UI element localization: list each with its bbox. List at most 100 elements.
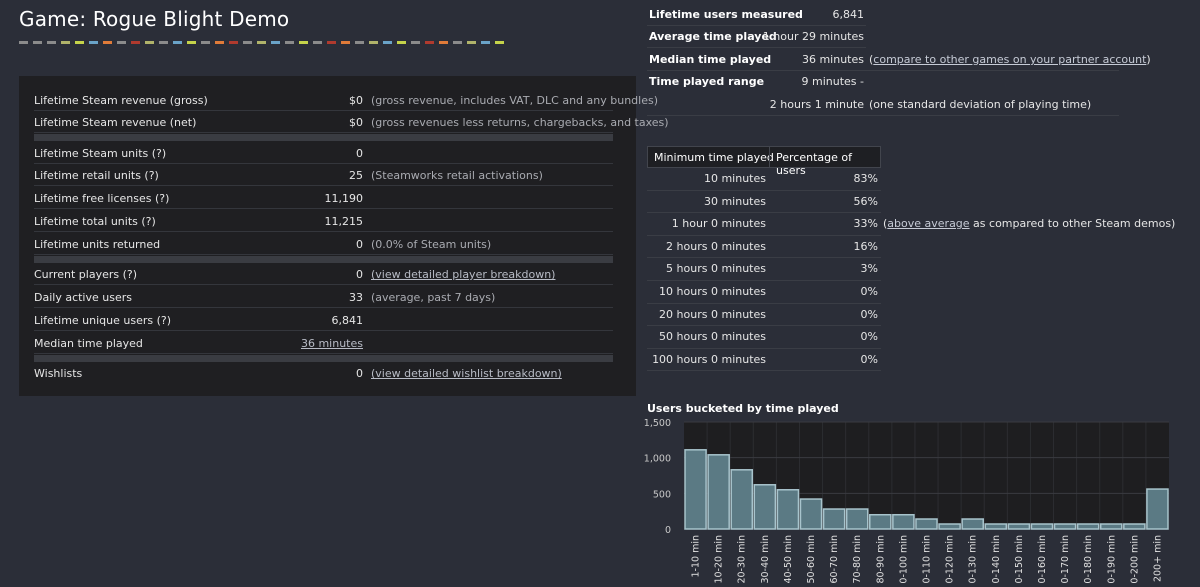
accent-swatch [103,41,112,44]
wishlist-breakdown-link[interactable]: (view detailed wishlist breakdown) [371,367,562,380]
stat-label[interactable]: Lifetime free licenses (?) [34,192,170,205]
summary-value: 6,841 [832,8,865,21]
bar [707,454,730,530]
stat-row-daily-active: Daily active users 33 (average, past 7 d… [34,286,613,308]
x-tick-label: 130-140 min [991,535,1002,584]
time-cell: 10 hours 0 minutes [659,285,766,298]
accent-swatch [341,41,350,44]
x-tick-label: 110-120 min [945,535,956,584]
time-cell: 2 hours 0 minutes [666,239,766,253]
bar [869,513,892,530]
summary-value: 9 minutes - [801,75,865,88]
stat-row-total-units: Lifetime total units (?) 11,215 [34,210,613,232]
percent-cell: 0% [860,352,878,366]
time-cell: 30 minutes [703,194,766,208]
time-cell: 100 hours 0 minutes [652,352,766,366]
accent-swatch [439,41,448,44]
percent-cell: 0% [860,330,878,344]
player-breakdown-link[interactable]: (view detailed player breakdown) [371,268,556,281]
accent-swatch [355,41,364,44]
section-divider [34,134,613,141]
summary-label: Average time played [649,30,777,43]
summary-label: Lifetime users measured [649,8,803,21]
stat-row-retail-units: Lifetime retail units (?) 25 (Steamworks… [34,164,613,186]
stat-label[interactable]: Lifetime Steam units (?) [34,147,167,160]
column-header: Percentage of users [776,151,852,177]
accent-swatch [229,41,238,44]
percent-cell: 16% [853,239,878,253]
x-tick-label: 50-60 min [806,535,817,584]
accent-swatch [411,41,420,44]
stat-row-unique-users: Lifetime unique users (?) 6,841 [34,309,613,331]
page-title: Game: Rogue Blight Demo [19,7,290,31]
stat-note: (gross revenue, includes VAT, DLC and an… [371,94,658,107]
summary-median-time: Median time played 36 minutes (compare t… [647,49,1151,71]
stat-label[interactable]: Lifetime unique users (?) [34,314,172,327]
accent-swatch [299,41,308,44]
accent-swatch [159,41,168,44]
compare-games-note: (compare to other games on your partner … [869,53,1151,66]
x-tick-label: 70-80 min [852,535,863,584]
stat-label: Daily active users [34,291,132,304]
stat-value: 6,841 [331,314,364,327]
compare-games-link[interactable]: compare to other games on your partner a… [873,53,1147,66]
x-tick-label: 60-70 min [829,535,840,584]
stat-label[interactable]: Lifetime total units (?) [34,215,156,228]
bar [799,498,823,530]
stat-label[interactable]: Lifetime retail units (?) [34,169,159,182]
accent-swatch [19,41,28,44]
x-tick-label: 1-10 min [691,535,702,578]
accent-swatch [117,41,126,44]
x-tick-label: 40-50 min [783,535,794,584]
x-tick-label: 190-200 min [1129,535,1140,584]
stat-value: 33 [349,291,363,304]
stat-value: 0 [356,268,363,281]
x-tick-label: 10-20 min [714,535,725,584]
bar [1099,523,1123,530]
stat-value: 25 [349,169,363,182]
above-average-link[interactable]: above average [887,217,970,231]
table-row: 2 hours 0 minutes 16% [647,236,881,259]
table-row: 1 hour 0 minutes 33% (above average as com… [647,213,1175,236]
summary-range-continued: 2 hours 1 minute (one standard deviation… [647,94,1119,116]
stat-row-current-players: Current players (?) 0 (view detailed pla… [34,263,613,285]
bar [753,484,777,530]
bar [730,469,754,530]
bar [684,449,707,530]
bar [1076,523,1100,530]
chart-title: Users bucketed by time played [647,402,839,415]
summary-value: 2 hours 1 minute [769,98,864,111]
x-tick-label: 200+ min [1152,535,1163,582]
summary-value: 1 hour 29 minutes [762,30,864,43]
accent-color-bar [19,41,504,44]
bar [1030,523,1054,530]
time-cell: 5 hours 0 minutes [666,262,766,276]
median-time-link[interactable]: 36 minutes [300,337,363,350]
accent-swatch [453,41,462,44]
stat-label: Lifetime Steam revenue (net) [34,116,197,129]
accent-swatch [173,41,182,44]
section-divider [34,256,613,263]
percent-cell: 83% [853,172,878,185]
summary-label: Median time played [649,53,772,66]
x-tick-label: 90-100 min [898,535,909,584]
x-tick-label: 20-30 min [737,535,748,584]
accent-swatch [75,41,84,44]
x-tick-label: 100-110 min [922,535,933,584]
stat-label[interactable]: Current players (?) [34,268,138,281]
accent-swatch [481,41,490,44]
table-row: 10 hours 0 minutes 0% [647,281,881,304]
percent-cell: 0% [860,285,878,298]
summary-note: (one standard deviation of playing time) [869,98,1092,111]
accent-swatch [131,41,140,44]
stat-label: Median time played [34,337,143,350]
y-tick-label: 1,000 [644,454,671,465]
accent-swatch [369,41,378,44]
accent-swatch [89,41,98,44]
accent-swatch [243,41,252,44]
stat-value: $0 [349,116,363,129]
accent-swatch [187,41,196,44]
comparison-note: (above average as compared to other Stea… [883,217,1176,231]
bar [1007,523,1031,530]
bar [1146,488,1169,530]
